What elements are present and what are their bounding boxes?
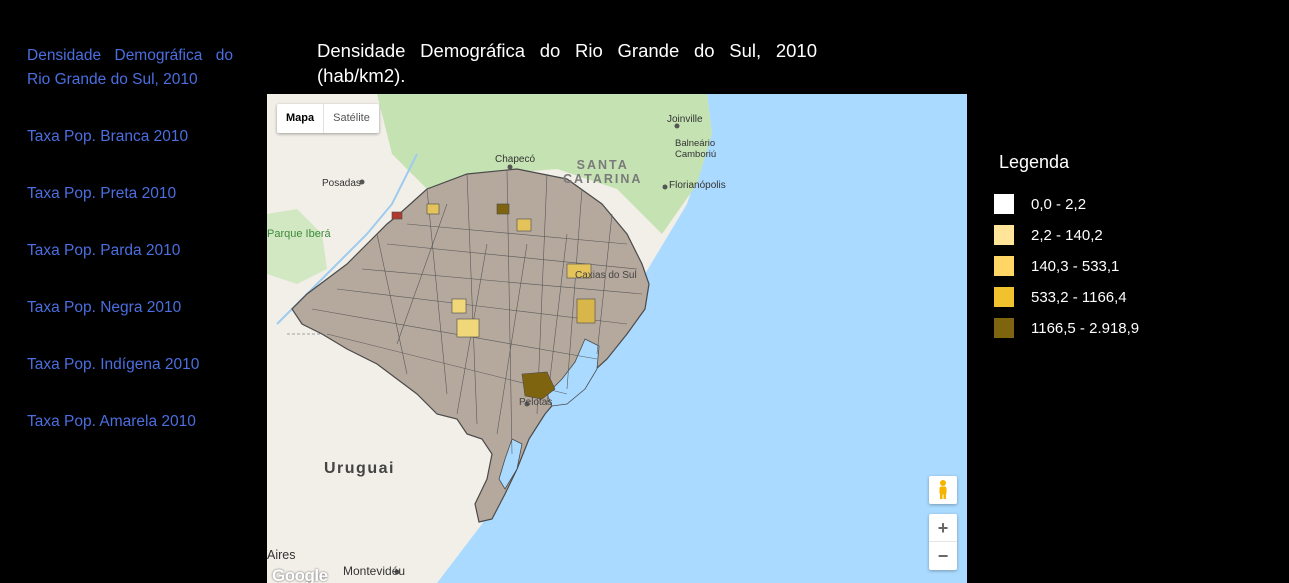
legend-label: 140,3 - 533,1 (1031, 257, 1120, 275)
sidebar-item-amarela[interactable]: Taxa Pop. Amarela 2010 (27, 413, 196, 430)
legend-swatch (994, 256, 1014, 276)
legend-label: 0,0 - 2,2 (1031, 195, 1087, 213)
map-label-santa-catarina: SANTA CATARINA (563, 158, 642, 186)
sidebar-item-negra[interactable]: Taxa Pop. Negra 2010 (27, 299, 182, 316)
map-canvas[interactable]: Joinville Balneário Camboriú Chapecó SAN… (267, 94, 967, 583)
legend-item: 533,2 - 1166,4 (994, 287, 1139, 307)
city-dot-chapeco (507, 164, 513, 170)
map-type-satellite-button[interactable]: Satélite (333, 112, 370, 124)
legend-swatch (994, 318, 1014, 338)
city-dot-montevideu (394, 569, 400, 575)
density-top-north (496, 203, 510, 215)
map-label-aires: Aires (267, 548, 296, 562)
map-label-montevideu: Montevidéu (343, 564, 406, 578)
city-dot-posadas (359, 179, 365, 185)
street-view-pegman[interactable] (929, 476, 957, 504)
green-area-ibera (267, 209, 327, 284)
city-dot-joinville (674, 123, 680, 129)
legend-swatch (994, 194, 1014, 214)
map-label-santa: SANTA (576, 158, 629, 172)
sidebar-item-densidade[interactable]: Densidade Demográfica do Rio Grande do S… (27, 47, 233, 88)
legend-swatch (994, 287, 1014, 307)
map-label-caxias: Caxias do Sul (575, 270, 637, 281)
legend: Legenda 0,0 - 2,2 2,2 - 140,2 140,3 - 53… (994, 152, 1139, 349)
zoom-control: + − (929, 514, 957, 570)
map-label-florianopolis: Florianópolis (669, 180, 726, 191)
density-top-pelotas (521, 371, 556, 400)
map-label-camboriu: Camboriú (675, 149, 717, 160)
legend-swatch (994, 225, 1014, 245)
map-label-posadas: Posadas (322, 178, 361, 189)
page-title: Densidade Demográfica do Rio Grande do S… (317, 40, 817, 86)
legend-label: 533,2 - 1166,4 (1031, 288, 1127, 306)
map-label-joinville: Joinville (667, 114, 703, 125)
state-polygon (291, 168, 650, 523)
google-logo[interactable]: Google (272, 566, 328, 583)
density-mid-santamaria (456, 318, 480, 338)
map-label-pelotas: Pelotas (519, 397, 553, 408)
map-type-control: Mapa Satélite (277, 104, 379, 133)
map-label-catarina: CATARINA (563, 172, 643, 186)
map-base-svg (267, 94, 712, 583)
density-low-west (451, 298, 467, 314)
pegman-icon (939, 480, 947, 499)
map-type-map-button[interactable]: Mapa (277, 104, 325, 133)
density-red-west (391, 211, 403, 220)
density-high-caxias (566, 263, 592, 279)
city-dot-pelotas (524, 401, 530, 407)
sidebar-nav: Densidade Demográfica do Rio Grande do S… (27, 44, 233, 467)
density-high-poa (576, 298, 596, 324)
map-label-chapeco: Chapecó (495, 154, 536, 165)
legend-item: 1166,5 - 2.918,9 (994, 318, 1139, 338)
sidebar-item-parda[interactable]: Taxa Pop. Parda 2010 (27, 242, 181, 259)
zoom-in-button[interactable]: + (929, 514, 957, 542)
density-mid-passofundo (516, 218, 532, 232)
legend-label: 2,2 - 140,2 (1031, 226, 1103, 244)
zoom-out-button[interactable]: − (937, 546, 949, 566)
legend-item: 0,0 - 2,2 (994, 194, 1139, 214)
map-label-parque-ibera: Parque Iberá (267, 228, 331, 240)
legend-label: 1166,5 - 2.918,9 (1031, 319, 1140, 337)
city-dot-florianopolis (662, 184, 668, 190)
sidebar-item-preta[interactable]: Taxa Pop. Preta 2010 (27, 185, 177, 202)
legend-item: 2,2 - 140,2 (994, 225, 1139, 245)
sidebar-item-branca[interactable]: Taxa Pop. Branca 2010 (27, 128, 189, 145)
density-mid-ne (426, 203, 440, 215)
lagoa-mirim (498, 438, 523, 490)
green-area (377, 94, 712, 234)
legend-title: Legenda (999, 152, 1070, 172)
legend-item: 140,3 - 533,1 (994, 256, 1139, 276)
map-label-balneario: Balneário (675, 138, 716, 149)
map-label-uruguai: Uruguai (324, 460, 395, 477)
sidebar-item-indigena[interactable]: Taxa Pop. Indígena 2010 (27, 356, 200, 373)
